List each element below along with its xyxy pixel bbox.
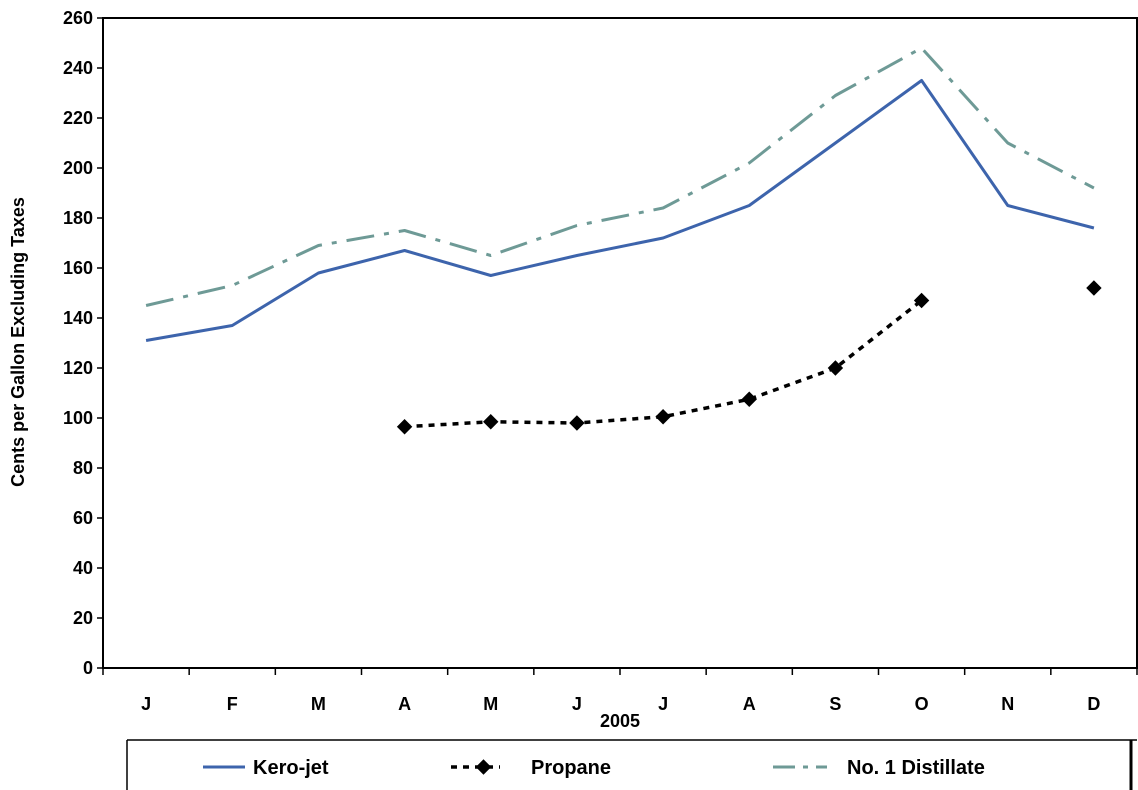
y-tick-label: 120 xyxy=(63,358,93,378)
y-tick-label: 240 xyxy=(63,58,93,78)
plot-frame xyxy=(102,17,1138,669)
series-layer xyxy=(145,46,1102,435)
data-point xyxy=(483,414,499,430)
x-tick-label: A xyxy=(398,694,411,714)
legend-label: No. 1 Distillate xyxy=(847,757,985,779)
y-tick-label: 60 xyxy=(73,508,93,528)
x-tick-label: S xyxy=(829,694,841,714)
y-tick-label: 260 xyxy=(63,8,93,28)
y-tick-label: 140 xyxy=(63,308,93,328)
y-tick-label: 0 xyxy=(83,658,93,678)
legend-marker xyxy=(475,759,492,775)
series-propane xyxy=(396,280,1102,435)
y-tick-label: 40 xyxy=(73,558,93,578)
y-tick-label: 200 xyxy=(63,158,93,178)
y-tick-label: 100 xyxy=(63,408,93,428)
x-tick-label: O xyxy=(915,694,929,714)
x-axis-title: 2005 xyxy=(600,711,640,731)
x-tick-label: M xyxy=(483,694,498,714)
series-no-1-distillate xyxy=(145,46,1095,307)
legend-item: Kero-jet xyxy=(203,757,329,779)
legend-label: Propane xyxy=(531,757,611,779)
data-point xyxy=(396,419,413,435)
y-tick-label: 20 xyxy=(73,608,93,628)
data-point xyxy=(827,360,844,376)
x-tick-label: M xyxy=(311,694,326,714)
data-point xyxy=(655,409,671,425)
series-line xyxy=(145,79,1095,342)
x-tick-label: N xyxy=(1001,694,1014,714)
legend-label: Kero-jet xyxy=(253,757,329,779)
data-point xyxy=(741,391,757,407)
series-line xyxy=(404,299,923,429)
legend-item: Propane xyxy=(451,757,611,779)
y-tick-label: 80 xyxy=(73,458,93,478)
x-tick-label: F xyxy=(227,694,238,714)
data-point xyxy=(569,415,585,431)
data-point xyxy=(913,292,930,309)
series-line xyxy=(145,46,1095,307)
y-axis: 0 20 40 60 80 100 120 140 160 180 200 220 240 260 xyxy=(63,8,103,678)
x-tick-label: J xyxy=(572,694,582,714)
x-tick-label: A xyxy=(743,694,756,714)
y-tick-label: 220 xyxy=(63,108,93,128)
legend-item: No. 1 Distillate xyxy=(773,757,985,779)
x-tick-label: J xyxy=(141,694,151,714)
x-tick-label: D xyxy=(1087,694,1100,714)
plot-border xyxy=(102,17,1138,669)
y-axis-title: Cents per Gallon Excluding Taxes xyxy=(8,197,28,487)
x-tick-label: J xyxy=(658,694,668,714)
series-kero-jet xyxy=(145,79,1095,342)
y-tick-label: 160 xyxy=(63,258,93,278)
data-point xyxy=(1086,280,1102,296)
legend: Kero-jet Propane No. 1 Distillate xyxy=(126,739,1137,790)
y-tick-label: 180 xyxy=(63,208,93,228)
